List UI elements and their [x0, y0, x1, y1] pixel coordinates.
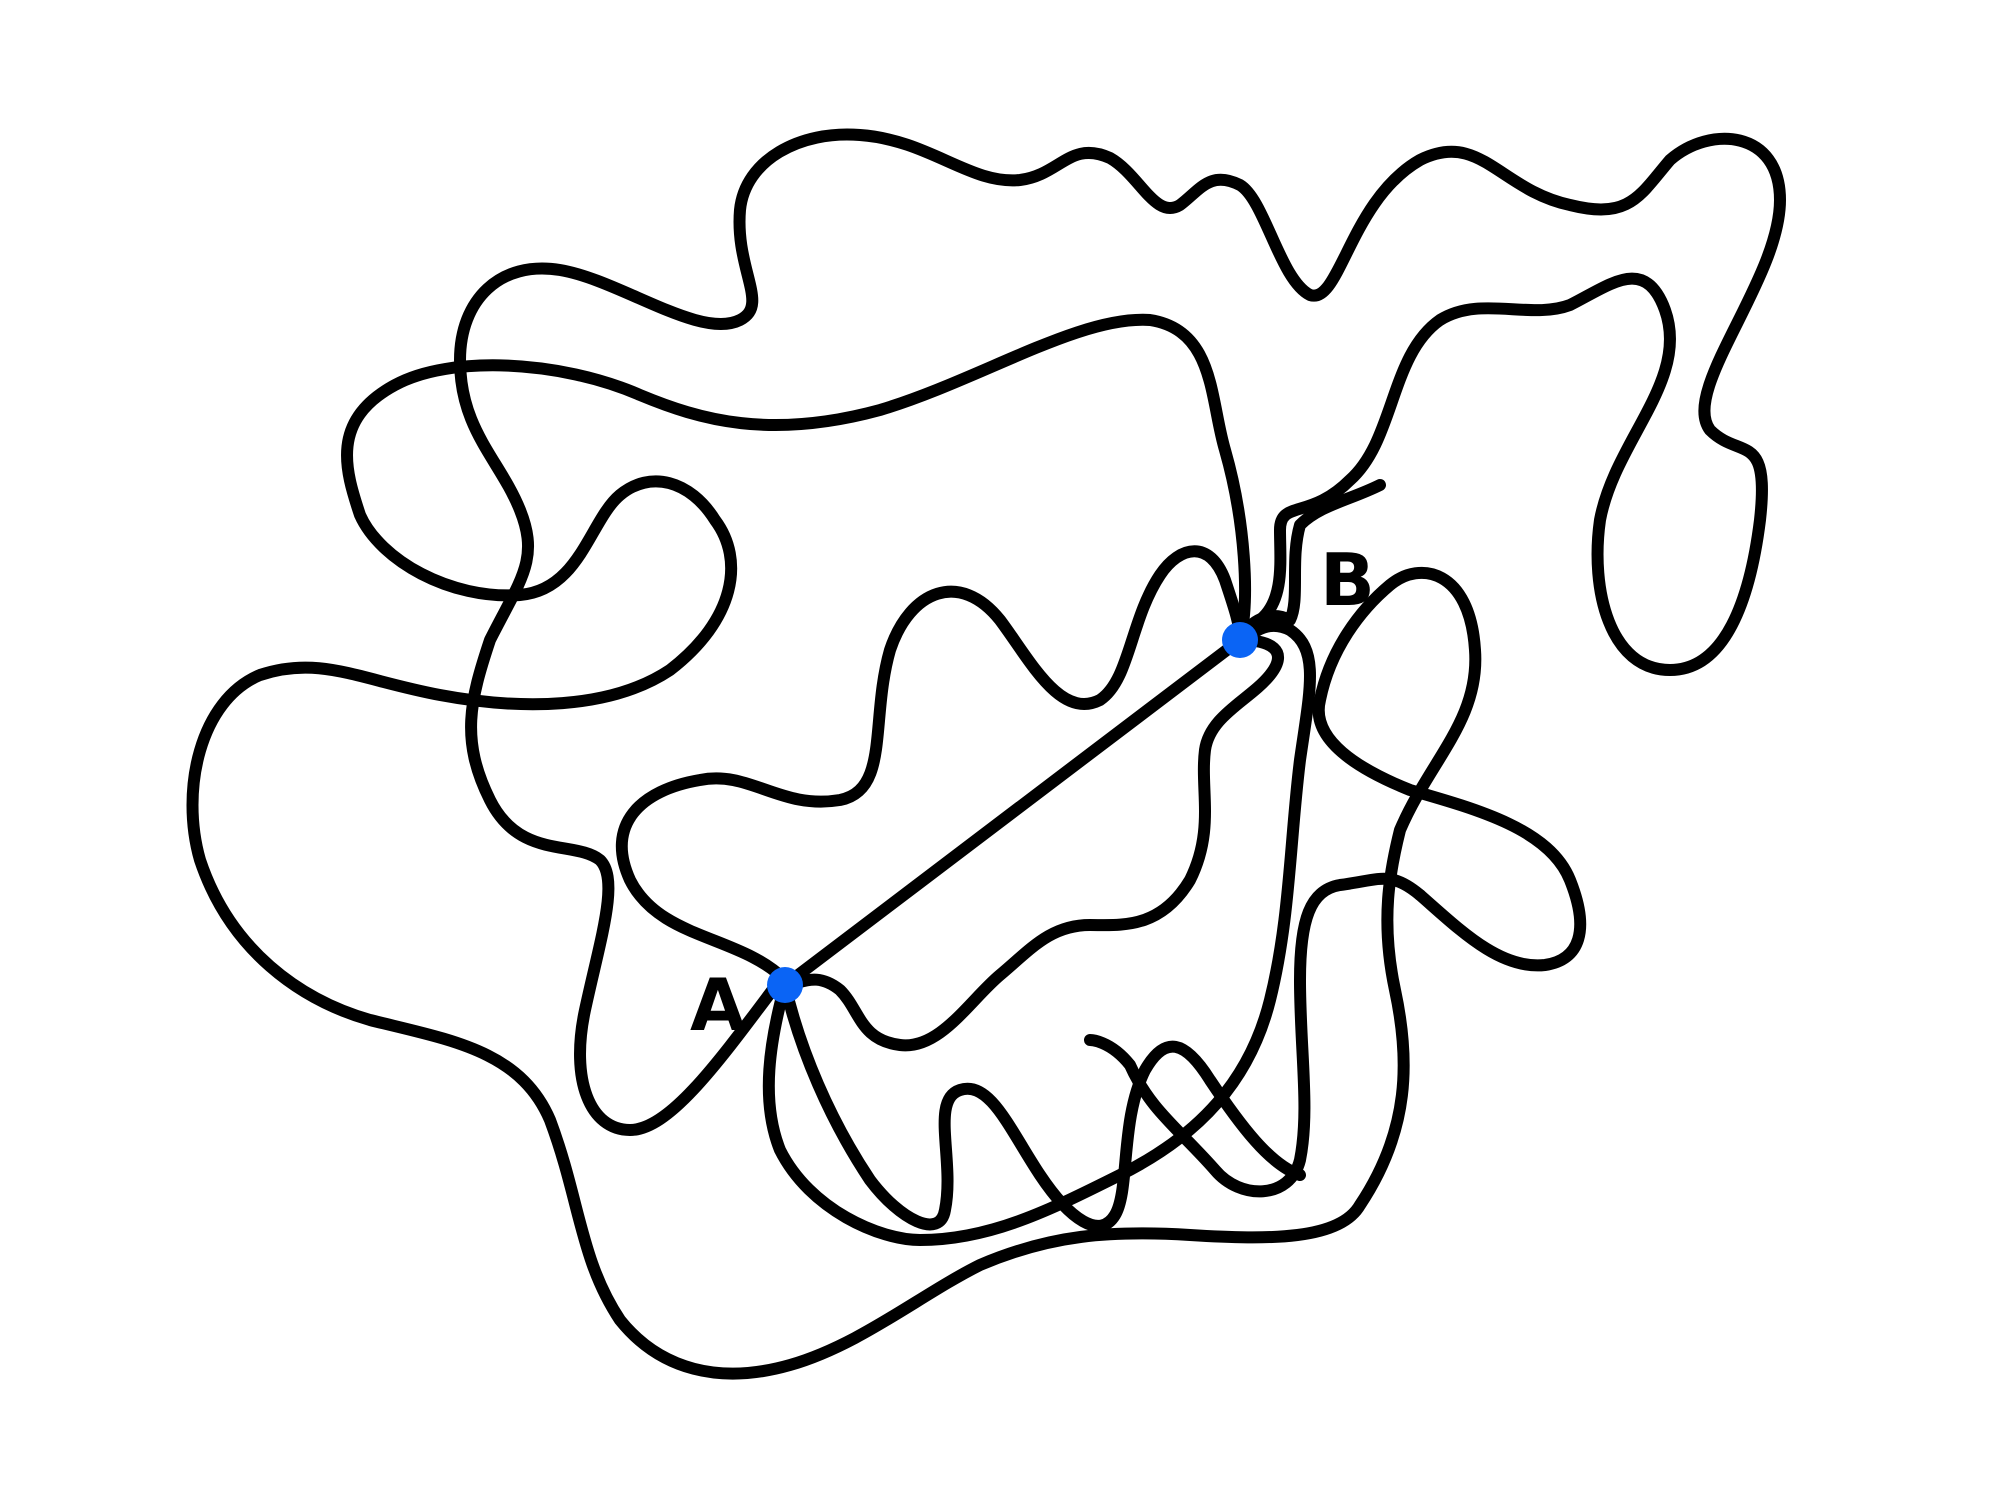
outer-wiggly-curve — [454, 128, 1786, 1136]
right-vertical-curve — [762, 619, 1316, 1246]
bottom-loops-curve — [779, 979, 1306, 1232]
left-loop-curve — [186, 313, 1587, 1380]
inner-right-curve — [779, 634, 1284, 1052]
middle-wiggly-curve — [615, 545, 1246, 986]
straight-edge — [779, 634, 1246, 991]
point-b-label: B — [1320, 538, 1375, 622]
point-b-marker — [1222, 622, 1258, 658]
b-connector-curve — [1234, 479, 1386, 646]
point-a-label: A — [690, 963, 746, 1047]
point-a-marker — [767, 967, 803, 1003]
